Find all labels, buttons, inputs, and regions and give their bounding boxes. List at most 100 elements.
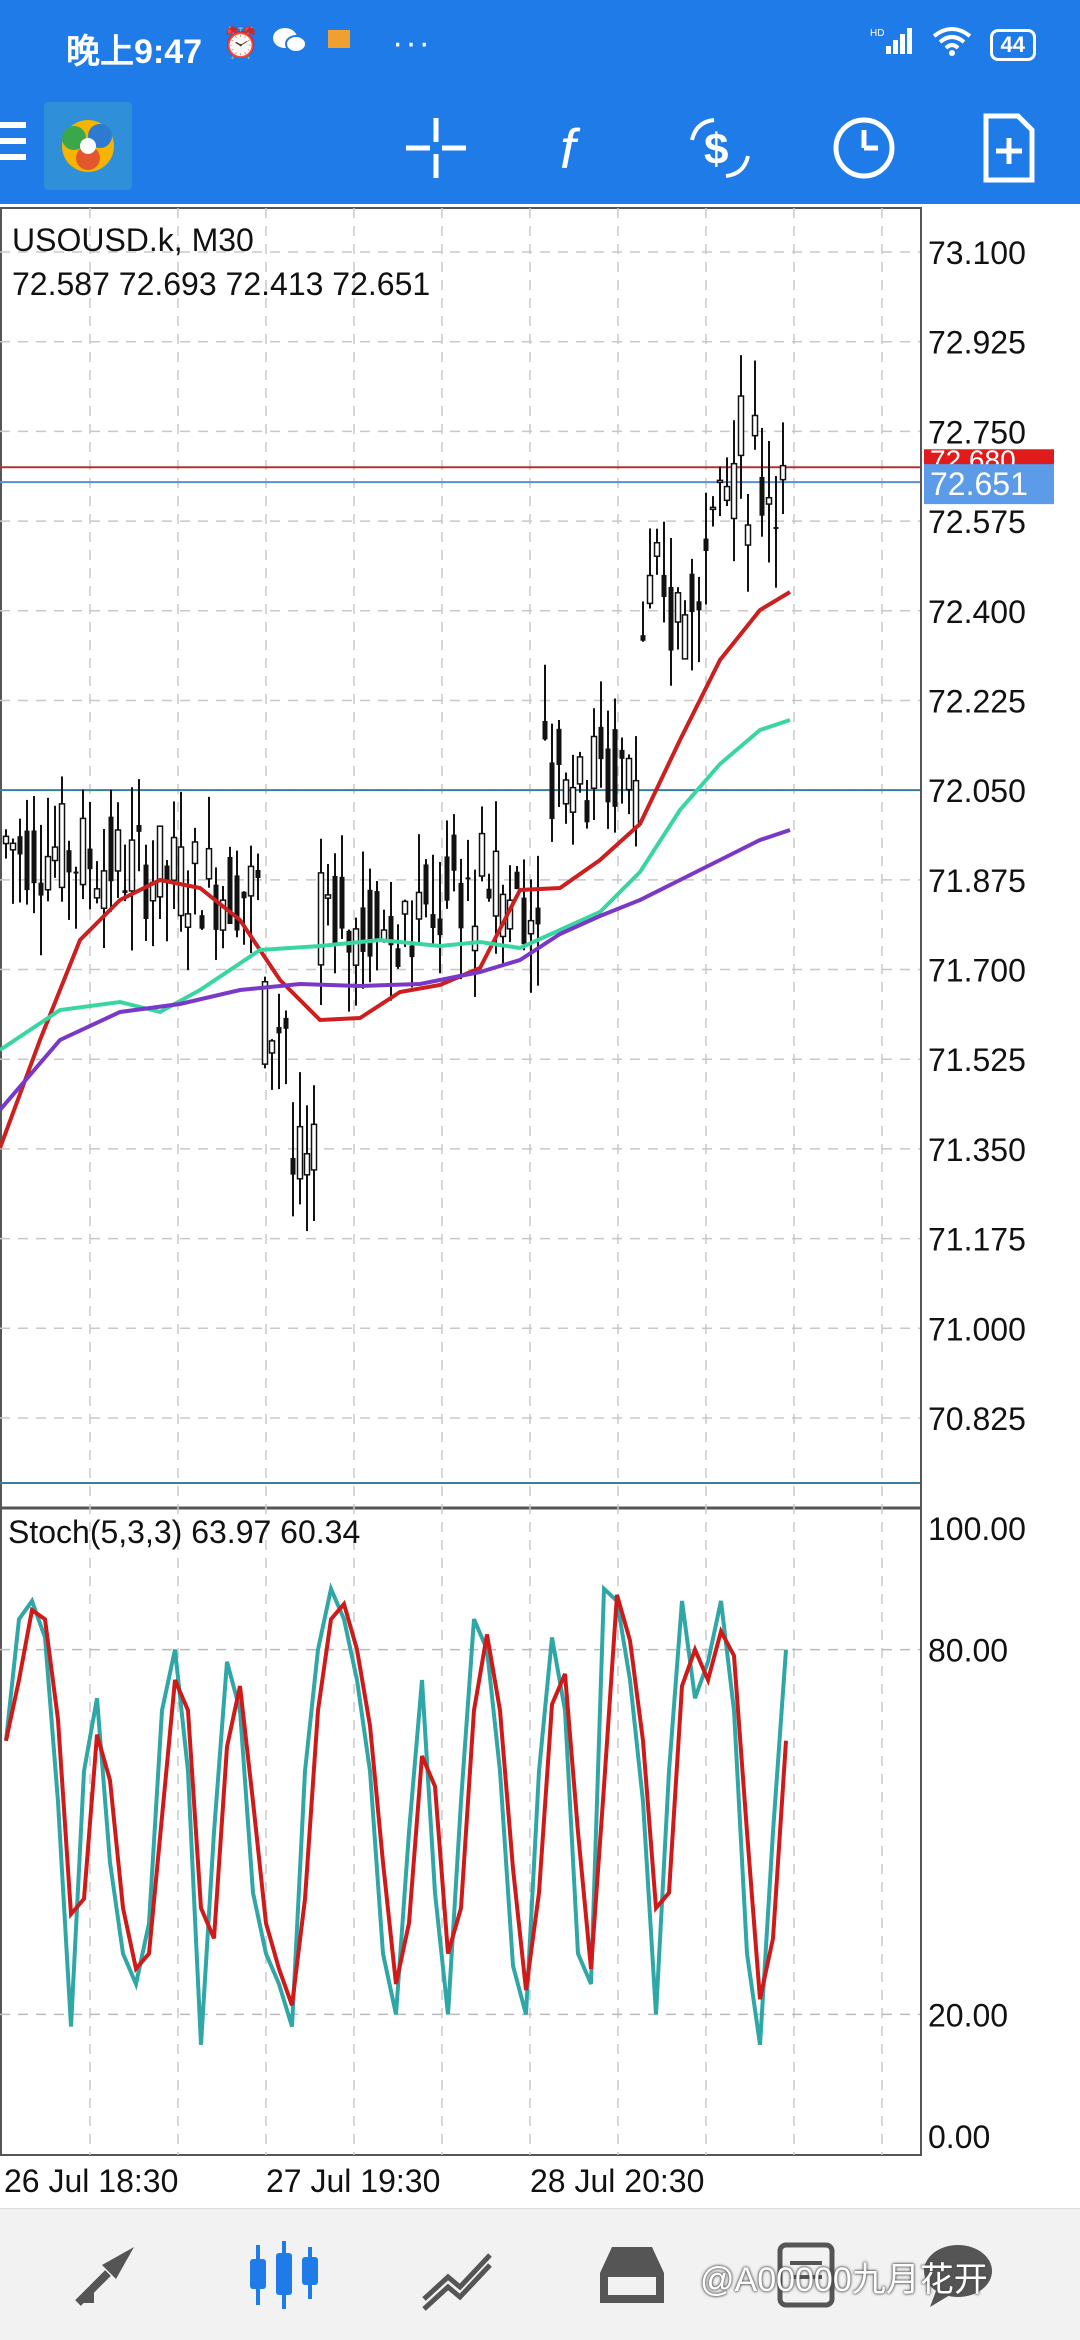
candle-body [219,899,227,931]
ma-fast-line [0,590,792,1149]
metatrader-logo[interactable] [44,102,132,190]
currency-exchange-icon[interactable]: $ [682,110,758,186]
alarm-icon: ⏰ [222,27,260,60]
candle-body [632,779,640,828]
bid-price-label: 72.651 [930,466,1028,502]
bottom-navigation [0,2208,1080,2340]
candle-body [255,870,261,878]
candle-body [640,635,646,641]
candle-body [465,877,471,880]
candle-body [646,574,654,605]
trade-icon[interactable] [418,2237,498,2313]
candle-body [689,573,695,613]
candle-body [66,850,72,873]
candle-body [374,891,380,941]
function-icon[interactable]: f [540,110,616,186]
svg-text:HD: HD [870,28,884,39]
chat-icon[interactable] [918,2237,998,2313]
candle-body [514,871,520,890]
candle-body [44,855,52,891]
price-tick-label: 70.825 [928,1401,1026,1437]
candle-body [535,907,541,925]
chart-area[interactable]: 73.100 72.925 72.750 72.575 72.400 72.225 72.0… [0,204,1080,2204]
candle-body [773,527,779,530]
candle-body [486,888,492,899]
candle-body [303,1153,311,1176]
history-icon[interactable] [592,2237,672,2313]
price-tick-label: 71.350 [928,1132,1026,1168]
candle-body [730,462,738,520]
battery-indicator: 44 [989,28,1036,61]
candle-body [177,846,185,917]
status-right: HD 44 [870,26,1036,63]
candle-body [9,842,17,851]
chart-ohlc: 72.587 72.693 72.413 72.651 [12,266,431,302]
clock-icon[interactable] [826,110,902,186]
chart-icon[interactable] [244,2237,324,2313]
price-tick-label: 71.700 [928,953,1026,989]
candle-body [759,476,765,516]
price-tick-label: 72.050 [928,773,1026,809]
candle-body [716,479,724,484]
candle-body [598,726,604,760]
candle-body [415,891,423,920]
svg-text:$: $ [704,125,728,174]
candle-body [276,1026,282,1034]
candle-body [38,882,44,896]
candle-body [184,913,192,928]
candle-body [367,889,373,957]
candle-body [492,850,500,917]
candle-body [79,817,87,886]
price-chart[interactable]: 73.100 72.925 72.750 72.575 72.400 72.225 72.0… [0,204,1080,2204]
price-tick-label: 72.225 [928,683,1026,719]
candle-body [765,496,773,505]
candle-body [268,1040,276,1054]
candle-body [164,865,170,881]
candle-body [653,542,661,558]
price-tick-label: 73.100 [928,235,1026,271]
candle-body [696,601,702,611]
candle-body [2,835,10,845]
new-order-icon[interactable] [970,110,1046,186]
candle-body [521,897,527,945]
crosshair-icon[interactable] [398,110,474,186]
candle-body [569,786,577,813]
candle-body [51,846,59,862]
candle-body [241,891,247,899]
price-tick-label: 72.925 [928,325,1026,361]
candle-body [31,830,37,884]
messages-icon[interactable] [766,2237,846,2313]
candle-body [451,834,457,871]
quotes-icon[interactable] [68,2237,148,2313]
app-toolbar: f $ [0,92,1080,204]
candle-body [549,762,555,820]
svg-text:f: f [560,117,581,180]
candle-body [73,871,79,874]
candle-body [352,928,360,966]
candle-body [668,586,674,651]
price-tick-label: 71.525 [928,1042,1026,1078]
candle-body [205,847,213,880]
ma-mid-line [0,718,791,1052]
stoch-tick-label: 80.00 [928,1633,1008,1669]
candle-body [562,779,570,805]
candle-body [360,907,366,952]
candle-body [723,485,731,502]
candle-body [261,980,269,1065]
candle-body [17,836,23,855]
price-tick-label: 71.175 [928,1222,1026,1258]
candle-body [339,876,345,929]
candle-body [395,948,401,967]
candle-body [296,1125,304,1180]
candle-body [590,735,598,789]
stoch-main-line [4,1582,788,2046]
candle-body [87,848,93,870]
candle-body [247,865,255,897]
candle-body [227,856,233,924]
wechat-icon [272,26,308,64]
stochastic-label: Stoch(5,3,3) 63.97 60.34 [8,1514,361,1550]
menu-icon[interactable] [0,122,26,172]
candle-body [458,882,464,929]
candle-body [409,945,415,958]
price-tick-label: 72.400 [928,594,1026,630]
